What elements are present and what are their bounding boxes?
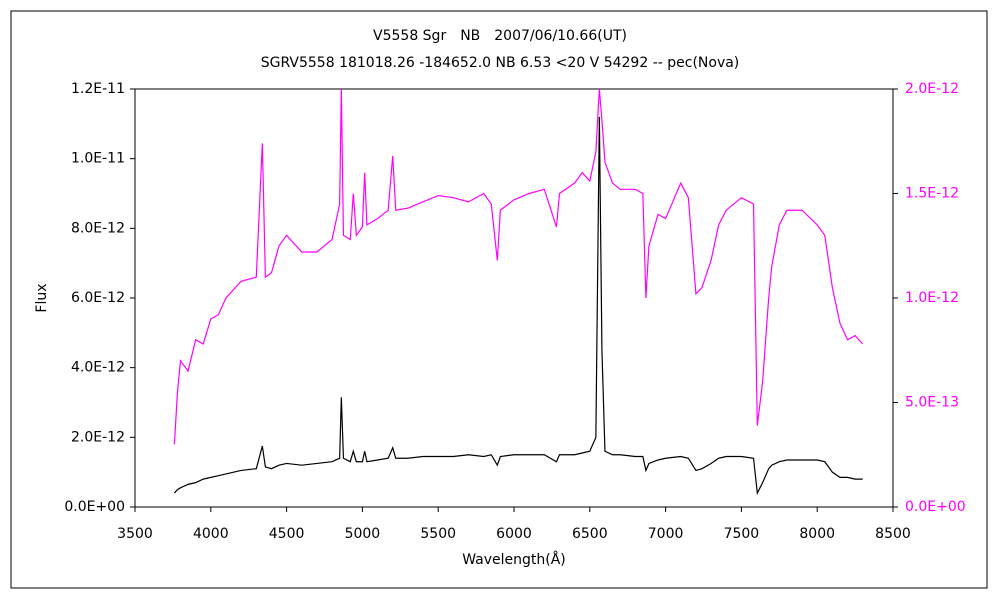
- x-tick-label: 5500: [420, 526, 456, 542]
- y2-tick-label: 1.0E-12: [905, 290, 959, 306]
- x-tick-label: 8500: [875, 526, 911, 542]
- x-tick-label: 7500: [724, 526, 760, 542]
- y2-tick-label: 5.0E-13: [905, 395, 959, 411]
- y-axis-label: Flux: [34, 283, 50, 312]
- y-tick-label: 1.2E-11: [71, 81, 125, 97]
- x-tick-label: 3500: [117, 526, 153, 542]
- chart-title: V5558 Sgr NB 2007/06/10.66(UT): [373, 28, 627, 44]
- y-tick-label: 4.0E-12: [71, 360, 125, 376]
- x-tick-label: 6500: [572, 526, 608, 542]
- x-tick-label: 7000: [648, 526, 684, 542]
- x-axis-label: Wavelength(Å): [462, 551, 566, 568]
- chart-subtitle: SGRV5558 181018.26 -184652.0 NB 6.53 <20…: [261, 55, 740, 71]
- x-tick-label: 6000: [496, 526, 532, 542]
- y-tick-label: 1.0E-11: [71, 151, 125, 167]
- x-tick-label: 4500: [269, 526, 305, 542]
- y-tick-label: 6.0E-12: [71, 290, 125, 306]
- y2-tick-label: 1.5E-12: [905, 186, 959, 202]
- y2-tick-label: 0.0E+00: [905, 499, 966, 515]
- y-tick-label: 2.0E-12: [71, 429, 125, 445]
- y2-tick-label: 2.0E-12: [905, 81, 959, 97]
- y-tick-label: 0.0E+00: [64, 499, 125, 515]
- x-tick-label: 5000: [345, 526, 381, 542]
- x-tick-label: 8000: [799, 526, 835, 542]
- x-tick-label: 4000: [193, 526, 229, 542]
- spectrum-line: [173, 88, 864, 445]
- chart-border: [10, 10, 988, 589]
- spectrum-line: [173, 116, 863, 496]
- y-tick-label: 8.0E-12: [71, 220, 125, 236]
